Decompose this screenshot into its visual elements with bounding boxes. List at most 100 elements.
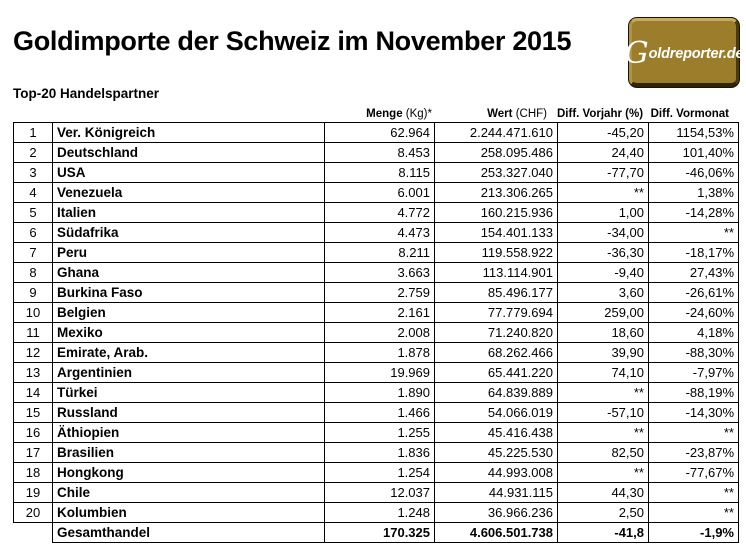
menge-cell: 62.964 (324, 122, 435, 143)
vormonat-cell: 1,38% (648, 182, 739, 203)
wert-cell: 213.306.265 (434, 182, 558, 203)
table-row: 17 Brasilien 1.836 45.225.530 82,50 -23,87% (13, 442, 739, 463)
country-cell: Emirate, Arab. (52, 342, 325, 363)
country-cell: Deutschland (52, 142, 325, 163)
total-menge-cell: 170.325 (324, 522, 435, 543)
logo-rest-text: oldreporter.de (648, 46, 744, 62)
table-row: 11 Mexiko 2.008 71.240.820 18,60 4,18% (13, 322, 739, 343)
vormonat-cell: -88,19% (648, 382, 739, 403)
gold-imports-table: 1 Ver. Königreich 62.964 2.244.471.610 -45,2… (13, 122, 739, 543)
vorjahr-cell: -57,10 (557, 402, 649, 423)
country-cell: Ver. Königreich (52, 122, 325, 143)
country-cell: Argentinien (52, 362, 325, 383)
vorjahr-cell: ** (557, 382, 649, 403)
country-cell: Venezuela (52, 182, 325, 203)
vormonat-cell: 4,18% (648, 322, 739, 343)
menge-cell: 4.473 (324, 222, 435, 243)
vorjahr-cell: -9,40 (557, 262, 649, 283)
rank-cell: 9 (13, 282, 53, 303)
menge-cell: 1.878 (324, 342, 435, 363)
vormonat-cell: ** (648, 482, 739, 503)
country-cell: Burkina Faso (52, 282, 325, 303)
menge-cell: 1.255 (324, 422, 435, 443)
menge-cell: 12.037 (324, 482, 435, 503)
table-row: 7 Peru 8.211 119.558.922 -36,30 -18,17% (13, 242, 739, 263)
vorjahr-cell: 74,10 (557, 362, 649, 383)
vorjahr-cell: 82,50 (557, 442, 649, 463)
menge-cell: 8.115 (324, 162, 435, 183)
wert-cell: 119.558.922 (434, 242, 558, 263)
menge-cell: 1.254 (324, 462, 435, 483)
vormonat-cell: ** (648, 222, 739, 243)
vorjahr-cell: 39,90 (557, 342, 649, 363)
total-row: Gesamthandel 170.325 4.606.501.738 -41,8… (13, 522, 739, 543)
vorjahr-cell: 24,40 (557, 142, 649, 163)
wert-cell: 160.215.936 (434, 202, 558, 223)
vormonat-cell: 27,43% (648, 262, 739, 283)
menge-cell: 1.836 (324, 442, 435, 463)
vormonat-cell: -77,67% (648, 462, 739, 483)
total-vormonat-cell: -1,9% (648, 522, 739, 543)
menge-cell: 6.001 (324, 182, 435, 203)
menge-cell: 1.466 (324, 402, 435, 423)
vorjahr-cell: 259,00 (557, 302, 649, 323)
wert-cell: 154.401.133 (434, 222, 558, 243)
country-cell: Äthiopien (52, 422, 325, 443)
menge-cell: 2.161 (324, 302, 435, 323)
rank-cell: 3 (13, 162, 53, 183)
country-cell: Brasilien (52, 442, 325, 463)
wert-cell: 65.441.220 (434, 362, 558, 383)
vormonat-cell: 101,40% (648, 142, 739, 163)
country-cell: Russland (52, 402, 325, 423)
table-row: 10 Belgien 2.161 77.779.694 259,00 -24,60% (13, 302, 739, 323)
table-row: 6 Südafrika 4.473 154.401.133 -34,00 ** (13, 222, 739, 243)
vormonat-cell: -7,97% (648, 362, 739, 383)
rank-cell: 10 (13, 302, 53, 323)
rank-cell: 5 (13, 202, 53, 223)
table-row: 8 Ghana 3.663 113.114.901 -9,40 27,43% (13, 262, 739, 283)
table-row: 18 Hongkong 1.254 44.993.008 ** -77,67% (13, 462, 739, 483)
country-cell: Mexiko (52, 322, 325, 343)
total-wert-cell: 4.606.501.738 (434, 522, 558, 543)
country-cell: Italien (52, 202, 325, 223)
rank-cell: 17 (13, 442, 53, 463)
header-wert: Wert (CHF) (434, 108, 557, 122)
wert-cell: 64.839.889 (434, 382, 558, 403)
header-diff-vorjahr: Diff. Vorjahr (%) (557, 108, 644, 120)
rank-cell: 1 (13, 122, 53, 143)
menge-cell: 19.969 (324, 362, 435, 383)
table-row: 13 Argentinien 19.969 65.441.220 74,10 -7,97% (13, 362, 739, 383)
vormonat-cell: -14,28% (648, 202, 739, 223)
goldreporter-logo-text: Goldreporter.de (625, 35, 744, 69)
table-row: 19 Chile 12.037 44.931.115 44,30 ** (13, 482, 739, 503)
wert-cell: 253.327.040 (434, 162, 558, 183)
vorjahr-cell: ** (557, 182, 649, 203)
header-wert-bold: Wert (487, 108, 513, 120)
rank-cell: 15 (13, 402, 53, 423)
vormonat-cell: -18,17% (648, 242, 739, 263)
country-cell: Hongkong (52, 462, 325, 483)
table-row: 3 USA 8.115 253.327.040 -77,70 -46,06% (13, 162, 739, 183)
subtitle: Top-20 Handelspartner (13, 86, 160, 101)
rank-cell: 8 (13, 262, 53, 283)
wert-cell: 45.416.438 (434, 422, 558, 443)
wert-cell: 77.779.694 (434, 302, 558, 323)
wert-cell: 71.240.820 (434, 322, 558, 343)
table-row: 1 Ver. Königreich 62.964 2.244.471.610 -45,2… (13, 122, 739, 143)
vormonat-cell: ** (648, 502, 739, 523)
wert-cell: 44.931.115 (434, 482, 558, 503)
vorjahr-cell: 2,50 (557, 502, 649, 523)
rank-cell: 16 (13, 422, 53, 443)
wert-cell: 36.966.236 (434, 502, 558, 523)
country-cell: Belgien (52, 302, 325, 323)
country-cell: Südafrika (52, 222, 325, 243)
rank-cell: 18 (13, 462, 53, 483)
header-diff-vormonat: Diff. Vormonat (650, 108, 729, 120)
menge-cell: 8.453 (324, 142, 435, 163)
rank-cell: 20 (13, 502, 53, 523)
vormonat-cell: -23,87% (648, 442, 739, 463)
country-cell: USA (52, 162, 325, 183)
rank-cell: 7 (13, 242, 53, 263)
header-menge: Menge (Kg)* (324, 108, 434, 122)
page-title: Goldimporte der Schweiz im November 2015 (13, 26, 572, 56)
